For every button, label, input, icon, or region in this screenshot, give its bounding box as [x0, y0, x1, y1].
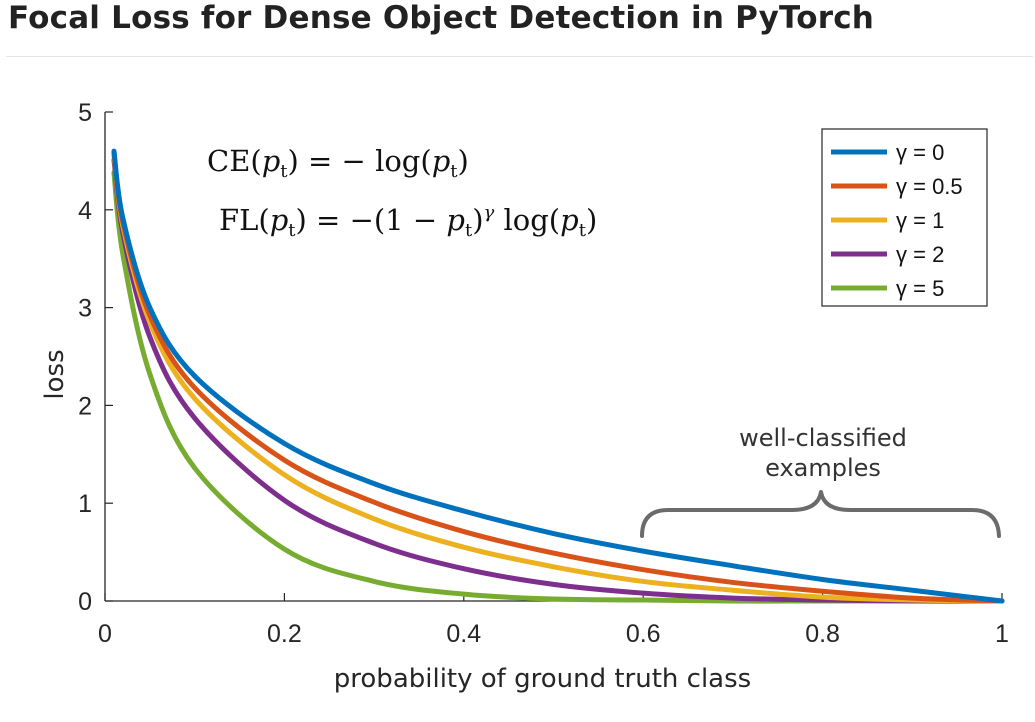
series-line-gamma-0-5	[111, 150, 1005, 604]
y-tick-label: 0	[78, 588, 92, 616]
y-tick-label: 3	[78, 295, 92, 323]
series-line-gamma-2	[111, 157, 1005, 604]
series-line-gamma-1	[111, 152, 1005, 604]
y-tick-label: 1	[78, 490, 92, 518]
x-tick-label: 0.8	[805, 620, 840, 648]
legend-label: γ = 0	[896, 140, 944, 165]
title-divider	[6, 56, 1033, 57]
x-tick-label: 1	[995, 620, 1009, 648]
ce-formula: CE(pt) = − log(pt)	[207, 144, 469, 182]
x-axis-label: probability of ground truth class	[334, 664, 751, 694]
y-tick-label: 4	[78, 197, 92, 225]
series-line-gamma-0	[111, 148, 1005, 604]
curly-brace	[640, 490, 1001, 538]
legend: γ = 0 γ = 0.5 γ = 1 γ = 2 γ = 5	[821, 128, 988, 307]
x-tick-label: 0	[98, 620, 112, 648]
y-tick-label: 5	[78, 99, 92, 127]
fl-formula: FL(pt) = −(1 − pt)γ log(pt)	[219, 202, 597, 241]
page-title: Focal Loss for Dense Object Detection in…	[8, 0, 875, 36]
legend-label: γ = 5	[896, 276, 944, 301]
x-tick-label: 0.6	[626, 620, 661, 648]
legend-label: γ = 1	[896, 208, 944, 233]
y-tick-label: 2	[78, 392, 92, 420]
curves	[111, 148, 1005, 604]
annotation-line-1: well-classified	[739, 424, 907, 452]
y-axis-label: loss	[40, 349, 70, 399]
annotation-line-2: examples	[765, 454, 881, 482]
x-tick-label: 0.2	[267, 620, 302, 648]
x-tick-label: 0.4	[446, 620, 481, 648]
legend-label: γ = 0.5	[896, 174, 963, 199]
well-classified-annotation: well-classified examples	[640, 424, 1001, 538]
legend-label: γ = 2	[896, 242, 944, 267]
